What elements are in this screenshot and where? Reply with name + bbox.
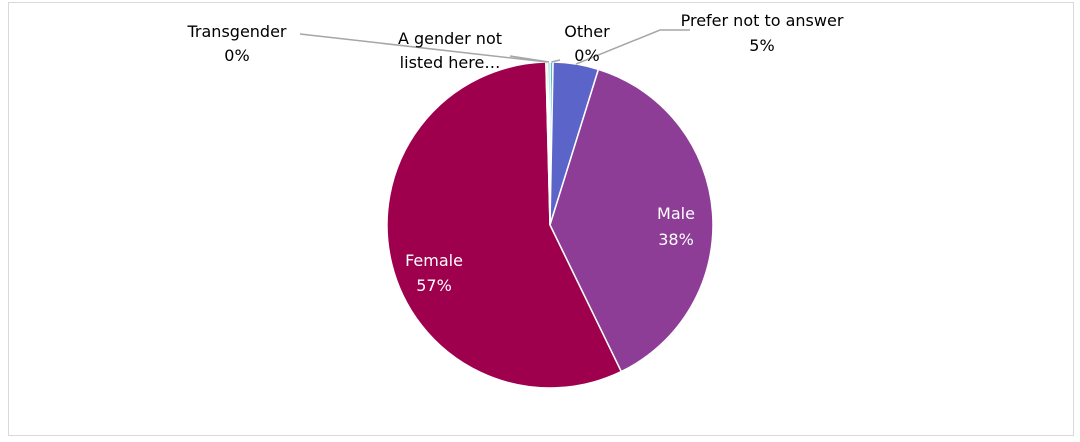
leader-lines xyxy=(299,29,690,65)
leader-line-other xyxy=(551,59,561,63)
slice-pct-female: 57% xyxy=(416,276,452,295)
slice-label-prefer-not: Prefer not to answer xyxy=(681,11,844,30)
slice-label-female: Female xyxy=(405,251,463,270)
slice-label-other: Other xyxy=(564,22,610,41)
pie-slice-female xyxy=(386,61,623,389)
slice-label-not-listed-line2: listed here… xyxy=(400,53,501,72)
slice-pct-transgender: 0% xyxy=(224,46,249,65)
slice-pct-male: 38% xyxy=(658,230,694,249)
slice-pct-other: 0% xyxy=(574,46,599,65)
leader-line-transgender xyxy=(299,33,547,63)
pie-slices xyxy=(386,61,714,389)
slice-label-not-listed-line1: A gender not xyxy=(398,29,502,48)
pie-slice-male xyxy=(549,68,714,373)
leader-line-prefer-not xyxy=(575,29,690,65)
slice-pct-prefer-not: 5% xyxy=(749,36,774,55)
slice-label-transgender: Transgender xyxy=(187,22,287,41)
slice-label-male: Male xyxy=(657,204,695,223)
leader-line-not-listed xyxy=(509,55,550,63)
